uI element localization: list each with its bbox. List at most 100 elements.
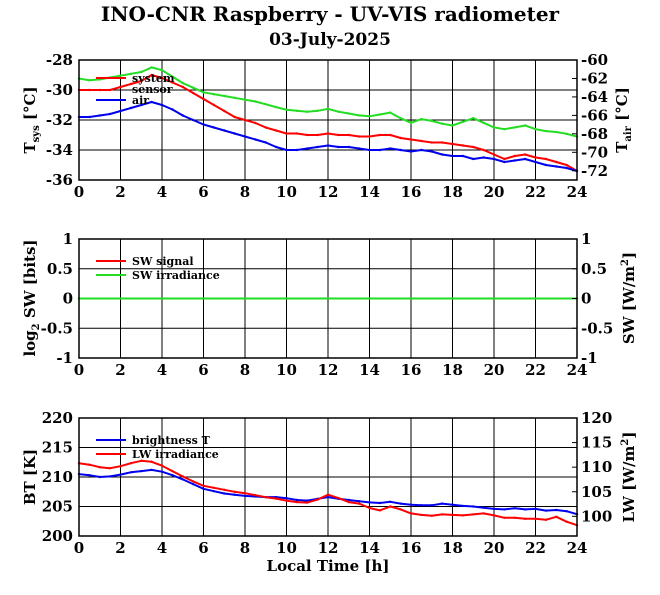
- data-point-lw-irradiance: [326, 493, 330, 496]
- data-point-sensor: [191, 86, 195, 89]
- y-left-tick-label: 1: [63, 230, 73, 248]
- data-point-brightness-t: [503, 508, 506, 511]
- legend-label-lw-irradiance: LW irradiance: [132, 448, 219, 461]
- data-point-sensor: [264, 103, 267, 106]
- data-point-brightness-t: [160, 470, 164, 473]
- data-point-sensor: [316, 109, 319, 113]
- data-point-system: [503, 157, 506, 161]
- data-point-sensor: [420, 117, 423, 121]
- data-point-sensor: [378, 113, 382, 116]
- data-point-air: [399, 148, 402, 152]
- data-point-lw-irradiance: [420, 513, 423, 517]
- data-point-brightness-t: [98, 475, 102, 479]
- data-point-air: [243, 135, 247, 138]
- data-point-brightness-t: [451, 503, 454, 506]
- data-point-brightness-t: [492, 507, 496, 511]
- data-point-brightness-t: [368, 501, 371, 504]
- data-point-air: [555, 165, 558, 168]
- data-point-sensor: [306, 110, 309, 113]
- y-right-tick-label: -70: [581, 143, 608, 161]
- x-axis-label: Local Time [h]: [267, 557, 390, 575]
- x-tick-label: 16: [401, 361, 422, 379]
- data-point-sensor: [295, 109, 299, 113]
- y-left-tick-label: 215: [42, 439, 73, 457]
- data-point-sensor: [223, 94, 226, 98]
- data-point-air: [254, 138, 257, 141]
- x-tick-label: 6: [198, 361, 208, 379]
- legend-label-brightness-t: brightness T: [132, 434, 211, 447]
- data-point-lw-irradiance: [430, 514, 433, 517]
- data-point-sensor: [503, 128, 506, 131]
- y-left-tick-label: 205: [42, 498, 73, 516]
- data-point-system: [389, 133, 392, 137]
- data-point-air: [264, 141, 267, 144]
- x-tick-label: 22: [525, 539, 546, 557]
- data-point-lw-irradiance: [503, 516, 506, 519]
- data-point-lw-irradiance: [202, 484, 205, 487]
- data-point-sensor: [181, 81, 184, 85]
- data-point-brightness-t: [306, 499, 309, 502]
- data-point-air: [212, 126, 216, 129]
- data-point-brightness-t: [212, 490, 216, 493]
- x-tick-label: 24: [567, 361, 588, 379]
- x-tick-label: 2: [115, 539, 125, 557]
- data-point-air: [129, 106, 133, 110]
- data-point-brightness-t: [357, 500, 361, 503]
- data-point-lw-irradiance: [534, 517, 537, 520]
- data-point-sensor: [523, 124, 527, 127]
- x-tick-label: 8: [240, 183, 250, 201]
- data-point-brightness-t: [430, 504, 433, 507]
- data-point-lw-irradiance: [337, 496, 340, 500]
- data-point-air: [98, 114, 102, 117]
- data-point-air: [171, 108, 174, 111]
- data-point-brightness-t: [399, 502, 402, 505]
- data-point-system: [98, 88, 102, 92]
- y-left-tick-label: -30: [46, 81, 73, 99]
- y-left-tick-label: -28: [46, 51, 73, 69]
- data-point-air: [409, 150, 413, 153]
- data-point-air: [181, 114, 184, 117]
- data-point-system: [420, 139, 423, 143]
- data-point-system: [399, 136, 402, 140]
- y-left-tick-label: 210: [42, 468, 73, 486]
- data-point-sensor: [492, 126, 496, 129]
- data-point-system: [555, 160, 558, 164]
- y-right-tick-label: 0.5: [581, 260, 607, 278]
- data-point-system: [347, 133, 350, 137]
- x-tick-label: 0: [74, 539, 84, 557]
- x-tick-label: 20: [484, 539, 505, 557]
- data-point-lw-irradiance: [88, 463, 91, 466]
- data-point-lw-irradiance: [492, 514, 496, 517]
- y-left-tick-label: -36: [46, 171, 73, 189]
- data-point-lw-irradiance: [233, 490, 236, 493]
- x-tick-label: 4: [157, 361, 167, 379]
- data-point-sensor: [368, 115, 371, 118]
- data-point-lw-irradiance: [565, 520, 568, 523]
- temperature-plot-frame: [78, 59, 578, 181]
- x-tick-label: 24: [567, 539, 588, 557]
- y-right-tick-label: 120: [581, 409, 612, 427]
- y-left-tick-label: 0: [63, 290, 73, 308]
- x-tick-label: 12: [318, 539, 339, 557]
- data-point-lw-irradiance: [181, 475, 184, 478]
- y-right-tick-label: -1: [581, 349, 598, 367]
- data-point-lw-irradiance: [440, 513, 444, 516]
- data-point-brightness-t: [409, 503, 413, 506]
- data-point-system: [285, 132, 288, 135]
- data-point-brightness-t: [88, 474, 91, 477]
- y-right-tick-label: 1: [581, 230, 591, 248]
- y-right-tick-label: 100: [581, 507, 612, 525]
- data-point-sensor: [140, 70, 143, 74]
- data-point-system: [409, 138, 413, 141]
- data-point-brightness-t: [555, 508, 558, 512]
- data-point-lw-irradiance: [108, 467, 112, 470]
- y-right-tick-label: -60: [581, 51, 608, 69]
- data-point-system: [264, 126, 267, 129]
- data-point-brightness-t: [472, 505, 475, 508]
- data-point-air: [233, 132, 236, 135]
- legend-label-system: system: [132, 72, 175, 85]
- data-point-lw-irradiance: [129, 462, 133, 465]
- y-right-tick-label: -64: [581, 88, 608, 106]
- temperature-panel: 0 2 4 6 8 10 12 14 16 18 20 22 24-28-30-32-34-36-60-…: [21, 51, 634, 201]
